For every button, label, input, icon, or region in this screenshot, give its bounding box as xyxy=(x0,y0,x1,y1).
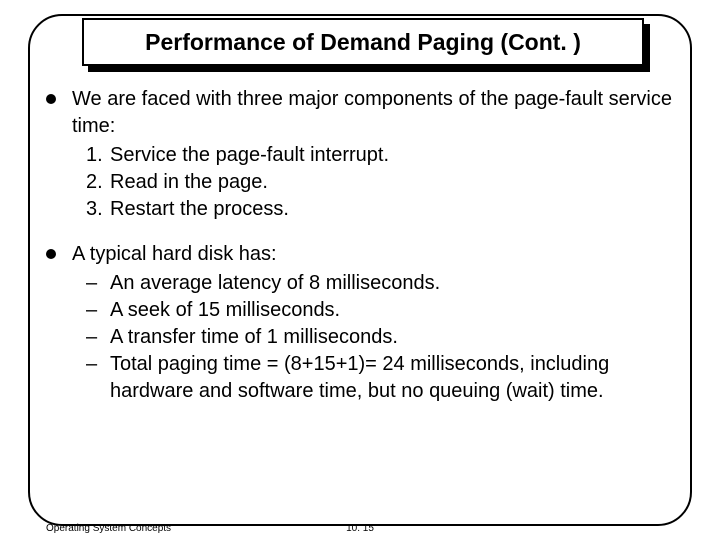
dash-marker: – xyxy=(86,351,110,405)
dashed-text: A seek of 15 milliseconds. xyxy=(110,297,340,324)
dash-marker: – xyxy=(86,270,110,297)
bullet-icon xyxy=(46,94,56,104)
bullet-item: We are faced with three major components… xyxy=(46,86,682,223)
dashed-list: –An average latency of 8 milliseconds. –… xyxy=(72,270,682,405)
dashed-text: An average latency of 8 milliseconds. xyxy=(110,270,440,297)
num-marker: 1. xyxy=(86,142,110,169)
bullet-body: A typical hard disk has: –An average lat… xyxy=(72,241,682,405)
title-box: Performance of Demand Paging (Cont. ) xyxy=(82,18,644,66)
dashed-text: A transfer time of 1 milliseconds. xyxy=(110,324,398,351)
dashed-item: –A seek of 15 milliseconds. xyxy=(86,297,682,324)
numbered-text: Read in the page. xyxy=(110,169,268,196)
bullet-icon xyxy=(46,249,56,259)
numbered-item: 1.Service the page-fault interrupt. xyxy=(86,142,682,169)
dashed-text: Total paging time = (8+15+1)= 24 millise… xyxy=(110,351,682,405)
numbered-item: 2.Read in the page. xyxy=(86,169,682,196)
dash-marker: – xyxy=(86,297,110,324)
numbered-text: Service the page-fault interrupt. xyxy=(110,142,389,169)
dashed-item: –Total paging time = (8+15+1)= 24 millis… xyxy=(86,351,682,405)
dashed-item: –An average latency of 8 milliseconds. xyxy=(86,270,682,297)
num-marker: 3. xyxy=(86,196,110,223)
bullet-lead: We are faced with three major components… xyxy=(72,88,672,137)
footer-page-number: 10. 15 xyxy=(0,523,720,534)
bullet-item: A typical hard disk has: –An average lat… xyxy=(46,241,682,405)
bullet-body: We are faced with three major components… xyxy=(72,86,682,223)
numbered-list: 1.Service the page-fault interrupt. 2.Re… xyxy=(72,142,682,223)
numbered-item: 3.Restart the process. xyxy=(86,196,682,223)
numbered-text: Restart the process. xyxy=(110,196,289,223)
bullet-lead: A typical hard disk has: xyxy=(72,243,277,265)
num-marker: 2. xyxy=(86,169,110,196)
slide-title: Performance of Demand Paging (Cont. ) xyxy=(145,29,581,56)
slide-content: We are faced with three major components… xyxy=(46,86,682,423)
dash-marker: – xyxy=(86,324,110,351)
dashed-item: –A transfer time of 1 milliseconds. xyxy=(86,324,682,351)
